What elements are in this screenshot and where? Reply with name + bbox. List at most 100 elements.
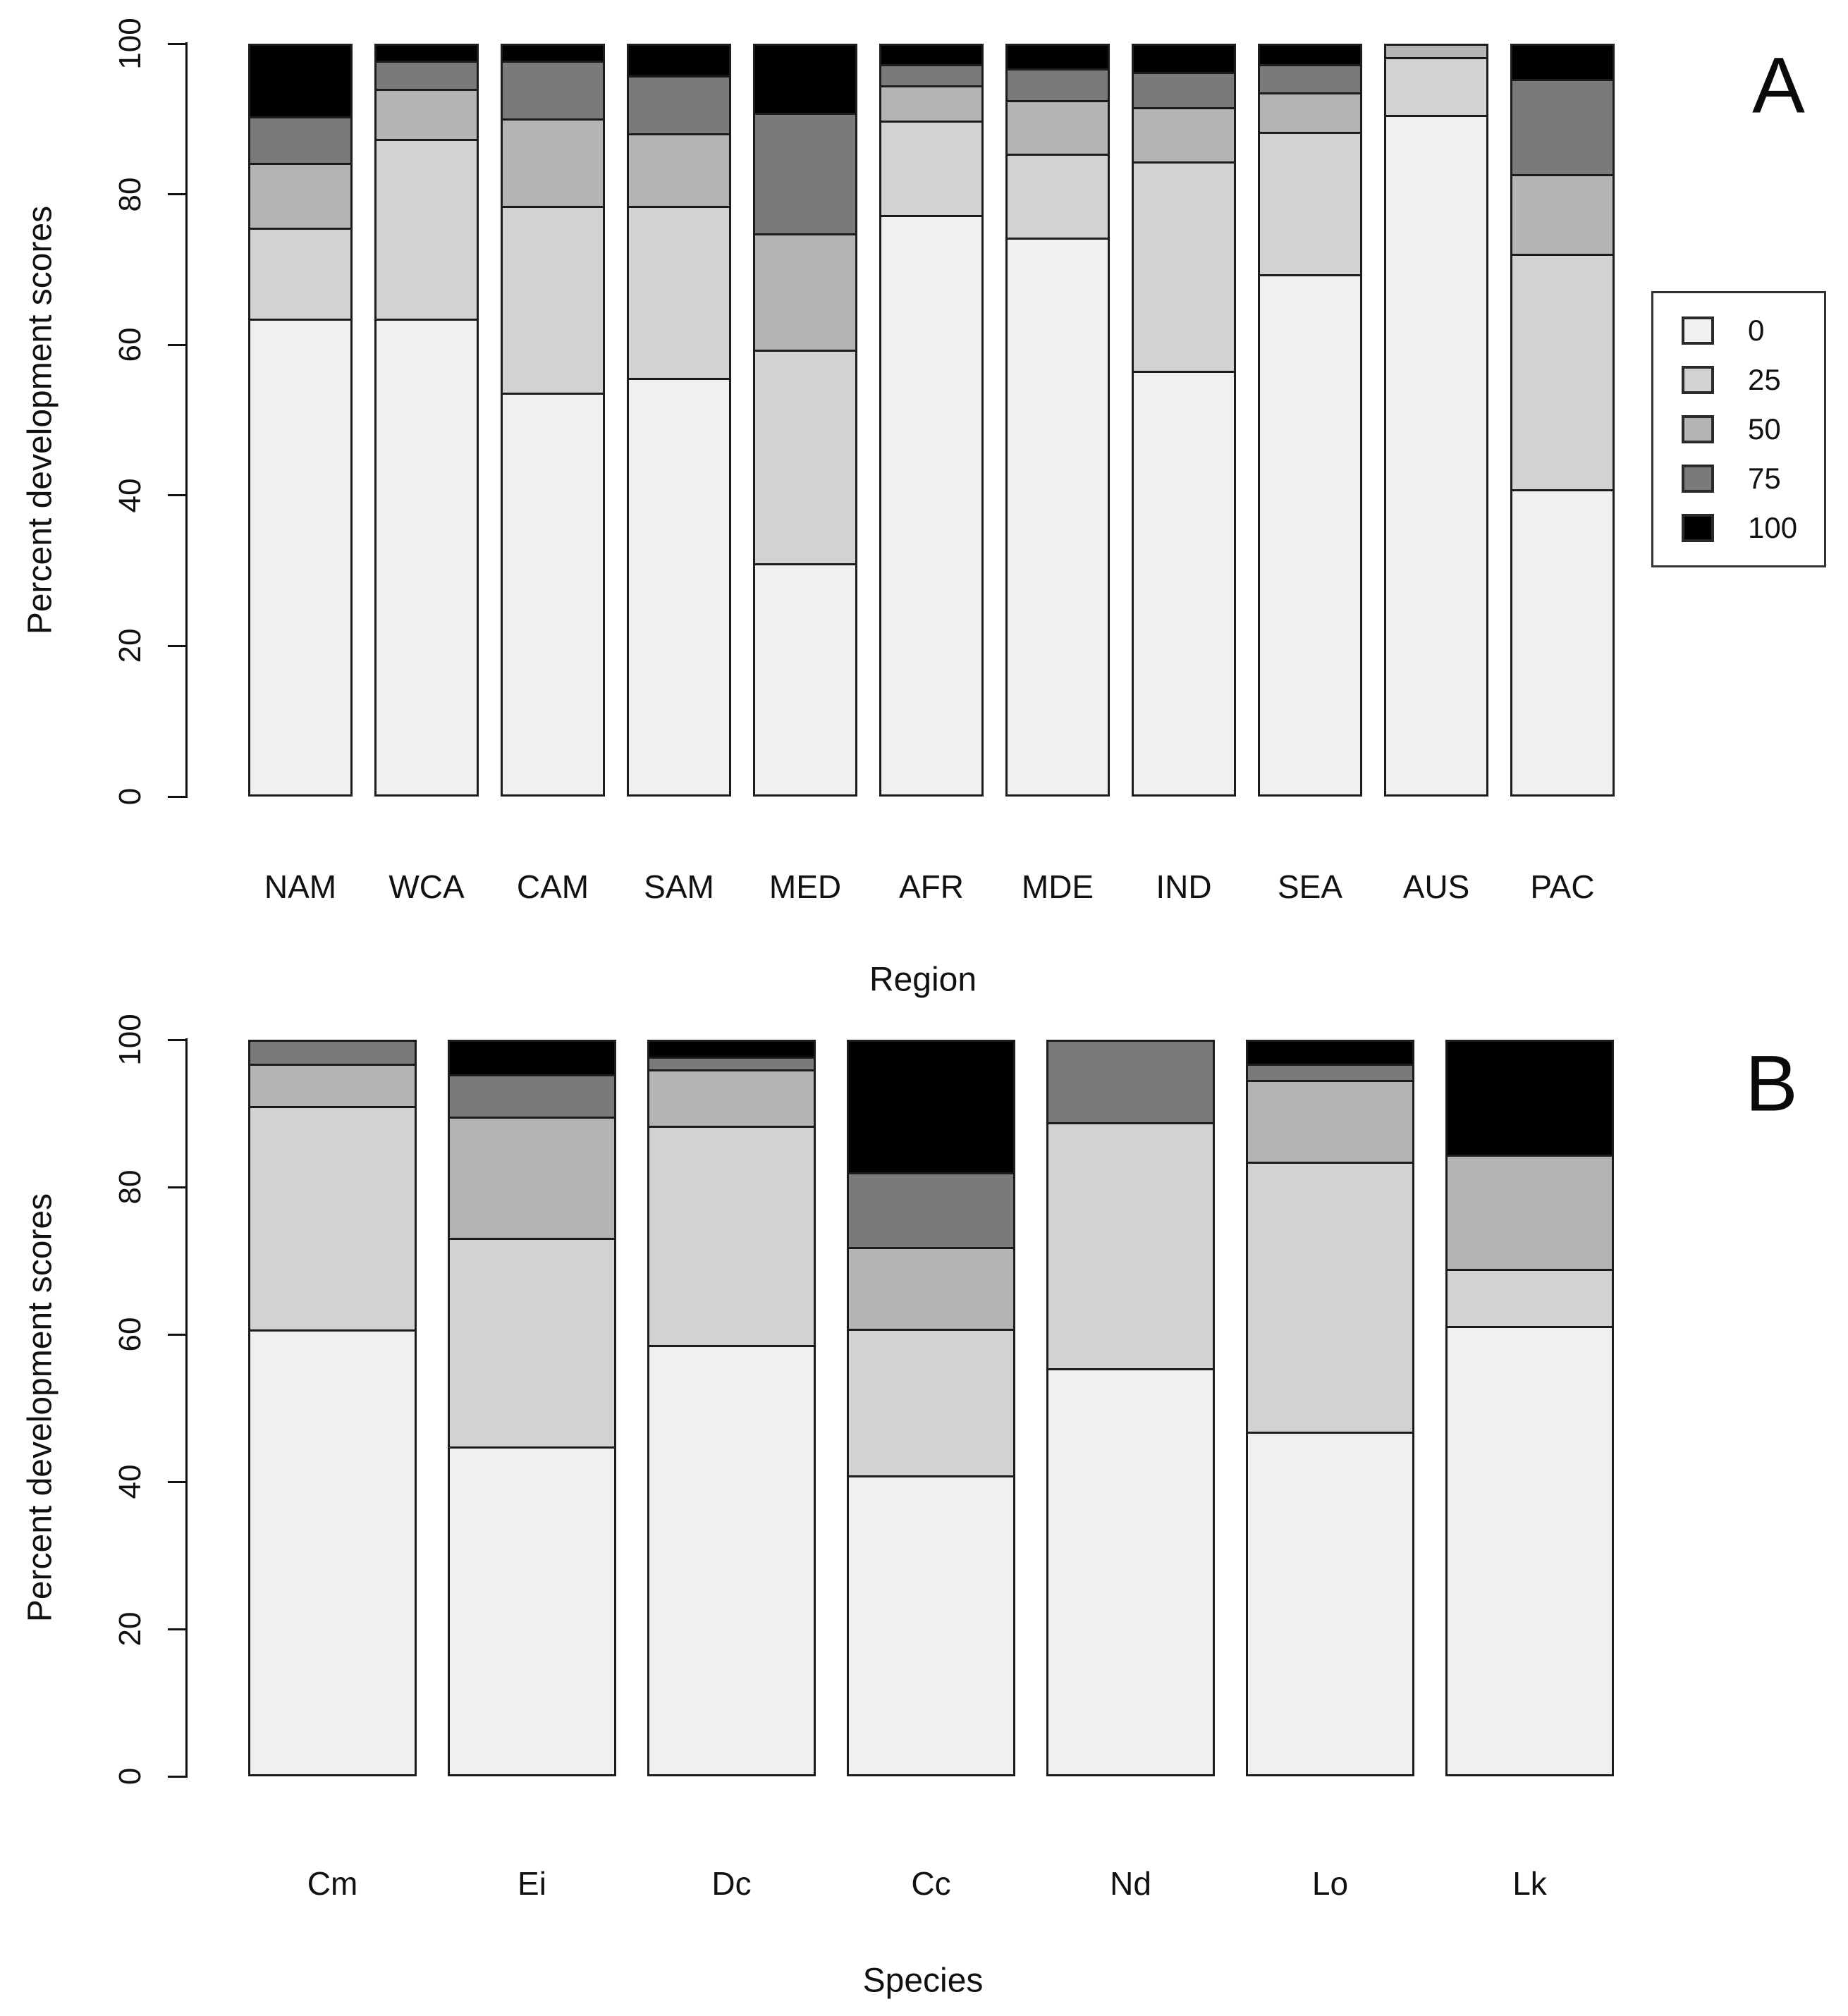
segment-50 <box>755 233 855 350</box>
x-category-label-MDE: MDE <box>1021 868 1094 905</box>
x-category-label-Lo: Lo <box>1311 1865 1349 1902</box>
segment-75 <box>1134 71 1234 107</box>
segment-0 <box>629 378 729 794</box>
segment-50 <box>1448 1154 1612 1270</box>
y-tick-mark <box>168 644 186 647</box>
segment-0 <box>1512 488 1613 794</box>
legend-item-75: 75 <box>1682 462 1824 496</box>
segment-50 <box>629 133 729 206</box>
x-category-label-WCA: WCA <box>388 868 465 905</box>
legend-label-100: 100 <box>1748 511 1798 544</box>
x-category-label-Cm: Cm <box>307 1865 358 1902</box>
y-tick-mark <box>168 343 186 346</box>
x-category-label-NAM: NAM <box>264 868 337 905</box>
y-tick-mark <box>168 1628 186 1630</box>
segment-25 <box>755 350 855 563</box>
y-tick-mark <box>168 1480 186 1483</box>
y-tick-label: 20 <box>113 628 147 663</box>
panel-b-x-axis-title: Species <box>862 1962 984 2000</box>
bar-A-AUS <box>1384 44 1488 797</box>
x-category-label-MED: MED <box>769 868 842 905</box>
segment-100 <box>450 1042 614 1075</box>
segment-25 <box>849 1328 1013 1475</box>
segment-100 <box>1512 46 1613 80</box>
segment-75 <box>450 1074 614 1117</box>
segment-0 <box>377 319 477 794</box>
bar-B-Cm <box>248 1040 417 1776</box>
y-tick-label: 20 <box>113 1611 147 1647</box>
x-category-label-Dc: Dc <box>711 1865 752 1902</box>
segment-100 <box>849 1042 1013 1172</box>
bar-A-MED <box>753 44 857 797</box>
segment-75 <box>1512 79 1613 174</box>
segment-75 <box>1248 1063 1412 1081</box>
segment-50 <box>250 162 350 228</box>
legend: 0 25 50 75 100 <box>1651 291 1826 567</box>
legend-label-0: 0 <box>1748 314 1765 347</box>
segment-50 <box>1512 173 1613 254</box>
y-tick-label: 60 <box>113 327 147 362</box>
segment-0 <box>1134 370 1234 794</box>
legend-label-50: 50 <box>1748 412 1781 445</box>
x-category-label-SAM: SAM <box>644 868 714 905</box>
segment-50 <box>1248 1080 1412 1162</box>
segment-0 <box>649 1345 814 1775</box>
x-category-label-Lk: Lk <box>1512 1865 1547 1902</box>
y-tick-label: 40 <box>113 478 147 513</box>
segment-100 <box>1260 46 1360 65</box>
bar-A-AFR <box>879 44 984 797</box>
y-tick-mark <box>168 1038 186 1041</box>
segment-0 <box>450 1446 614 1774</box>
y-axis-line <box>185 42 188 798</box>
segment-75 <box>1048 1042 1213 1122</box>
segment-25 <box>1008 154 1108 238</box>
segment-50 <box>649 1069 814 1126</box>
segment-100 <box>649 1042 814 1057</box>
x-category-label-Ei: Ei <box>518 1865 546 1902</box>
segment-25 <box>1260 131 1360 274</box>
bar-A-WCA <box>374 44 479 797</box>
panel-a-y-axis-title: Percent development scores <box>21 205 59 635</box>
segment-25 <box>1134 161 1234 371</box>
segment-75 <box>881 64 981 85</box>
segment-0 <box>849 1475 1013 1774</box>
y-tick-mark <box>168 193 186 196</box>
segment-100 <box>377 46 477 61</box>
y-axis-line <box>185 1038 188 1778</box>
segment-50 <box>1134 107 1234 161</box>
bar-B-Lo <box>1246 1040 1414 1776</box>
x-category-label-Cc: Cc <box>911 1865 951 1902</box>
legend-item-50: 50 <box>1682 412 1824 446</box>
y-tick-label: 60 <box>113 1317 147 1352</box>
segment-50 <box>849 1246 1013 1329</box>
y-tick-label: 80 <box>113 1169 147 1205</box>
bar-A-CAM <box>501 44 605 797</box>
legend-label-25: 25 <box>1748 363 1781 396</box>
y-tick-mark <box>168 494 186 497</box>
bar-A-SEA <box>1258 44 1362 797</box>
bar-B-Dc <box>647 1040 816 1776</box>
segment-50 <box>250 1063 415 1106</box>
legend-swatch-0 <box>1682 316 1714 345</box>
bar-A-IND <box>1132 44 1236 797</box>
x-category-label-PAC: PAC <box>1530 868 1595 905</box>
x-category-label-AFR: AFR <box>899 868 964 905</box>
x-category-label-IND: IND <box>1156 868 1212 905</box>
y-tick-mark <box>168 795 186 798</box>
segment-100 <box>881 46 981 65</box>
segment-50 <box>503 118 603 206</box>
panel-b-letter: B <box>1745 1039 1799 1128</box>
segment-50 <box>881 85 981 121</box>
segment-25 <box>250 228 350 319</box>
bar-B-Nd <box>1046 1040 1215 1776</box>
x-category-label-Nd: Nd <box>1110 1865 1151 1902</box>
y-tick-label: 40 <box>113 1464 147 1499</box>
segment-25 <box>503 205 603 393</box>
segment-0 <box>1008 237 1108 794</box>
bar-A-PAC <box>1510 44 1615 797</box>
segment-50 <box>1386 46 1486 57</box>
y-tick-label: 100 <box>113 1014 147 1066</box>
segment-25 <box>881 120 981 215</box>
segment-0 <box>1048 1367 1213 1774</box>
